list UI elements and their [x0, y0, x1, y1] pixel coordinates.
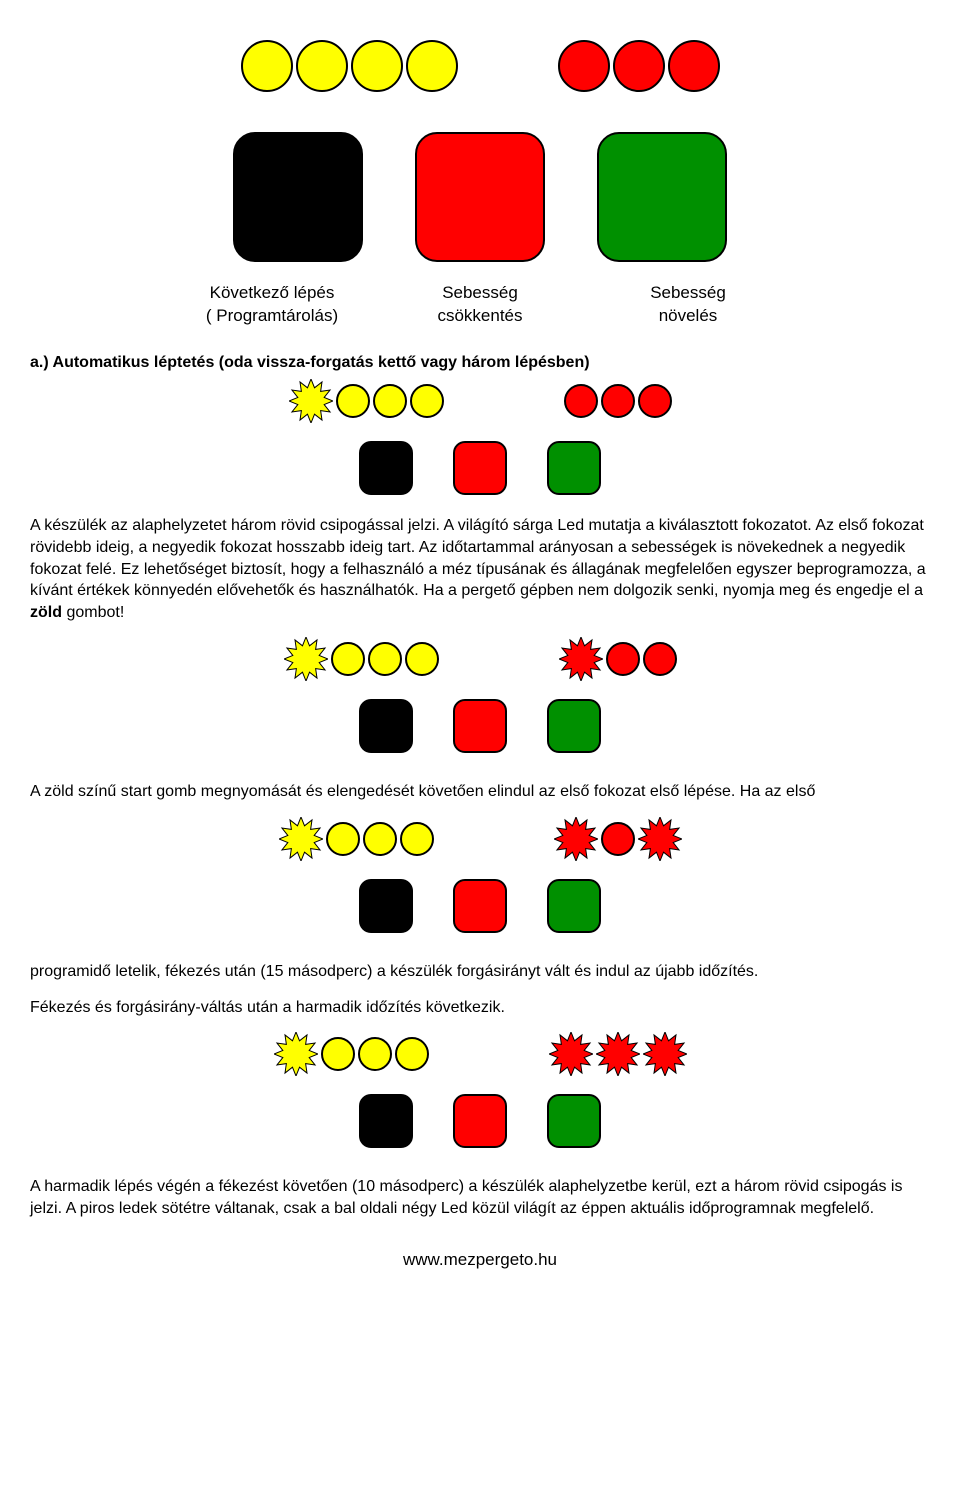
panel-a-led-left — [289, 379, 444, 423]
control-button[interactable] — [453, 699, 507, 753]
label-speed-increase: Sebesség növelés — [608, 282, 768, 328]
panel-2-button-row — [30, 699, 930, 753]
led-starburst-icon — [596, 1032, 640, 1076]
led-circle-icon — [368, 642, 402, 676]
control-button[interactable] — [547, 699, 601, 753]
led-circle-icon — [336, 384, 370, 418]
section-a-heading: a.) Automatikus léptetés (oda vissza-for… — [30, 352, 930, 374]
led-circle-icon — [558, 40, 610, 92]
led-circle-icon — [241, 40, 293, 92]
paragraph-5: A harmadik lépés végén a fékezést követő… — [30, 1176, 930, 1219]
led-circle-icon — [395, 1037, 429, 1071]
panel-4-button-row — [30, 1094, 930, 1148]
button-labels-row: Következő lépés ( Programtárolás) Sebess… — [30, 282, 930, 328]
panel-3-led-right — [554, 817, 682, 861]
control-button[interactable] — [233, 132, 363, 262]
panel-2-led-right — [559, 637, 677, 681]
panel-4-led-row — [30, 1032, 930, 1076]
control-button[interactable] — [359, 441, 413, 495]
label-text: ( Programtárolás) — [192, 305, 352, 328]
control-button[interactable] — [547, 879, 601, 933]
led-circle-icon — [326, 822, 360, 856]
led-circle-icon — [351, 40, 403, 92]
paragraph-4: Fékezés és forgásirány-váltás után a har… — [30, 997, 930, 1019]
led-circle-icon — [405, 642, 439, 676]
led-circle-icon — [601, 822, 635, 856]
control-button[interactable] — [359, 879, 413, 933]
led-starburst-icon — [549, 1032, 593, 1076]
panel-a-led-right — [564, 379, 672, 423]
led-circle-icon — [668, 40, 720, 92]
top-led-row — [30, 40, 930, 92]
label-text: növelés — [608, 305, 768, 328]
led-circle-icon — [400, 822, 434, 856]
panel-2-led-row — [30, 637, 930, 681]
control-button[interactable] — [547, 441, 601, 495]
label-speed-decrease: Sebesség csökkentés — [400, 282, 560, 328]
led-starburst-icon — [284, 637, 328, 681]
label-next-step: Következő lépés ( Programtárolás) — [192, 282, 352, 328]
panel-a-button-row — [30, 441, 930, 495]
led-circle-icon — [606, 642, 640, 676]
led-starburst-icon — [643, 1032, 687, 1076]
led-starburst-icon — [279, 817, 323, 861]
footer-url: www.mezpergeto.hu — [30, 1249, 930, 1272]
led-circle-icon — [613, 40, 665, 92]
led-circle-icon — [601, 384, 635, 418]
led-circle-icon — [321, 1037, 355, 1071]
led-circle-icon — [564, 384, 598, 418]
label-text: csökkentés — [400, 305, 560, 328]
led-circle-icon — [296, 40, 348, 92]
control-button[interactable] — [453, 1094, 507, 1148]
paragraph-2: A zöld színű start gomb megnyomását és e… — [30, 781, 930, 803]
led-circle-icon — [643, 642, 677, 676]
paragraph-1-pre: A készülék az alaphelyzetet három rövid … — [30, 517, 926, 599]
panel-a-led-row — [30, 379, 930, 423]
led-circle-icon — [373, 384, 407, 418]
led-circle-icon — [363, 822, 397, 856]
control-button[interactable] — [547, 1094, 601, 1148]
panel-4-led-right — [549, 1032, 687, 1076]
panel-3-button-row — [30, 879, 930, 933]
led-circle-icon — [406, 40, 458, 92]
control-button[interactable] — [453, 441, 507, 495]
led-starburst-icon — [554, 817, 598, 861]
paragraph-3: programidő letelik, fékezés után (15 más… — [30, 961, 930, 983]
top-led-group-right — [558, 40, 720, 92]
top-led-group-left — [241, 40, 458, 92]
paragraph-1-post: gombot! — [62, 604, 124, 621]
control-button[interactable] — [359, 1094, 413, 1148]
control-button[interactable] — [415, 132, 545, 262]
led-circle-icon — [358, 1037, 392, 1071]
panel-3-led-left — [279, 817, 434, 861]
led-circle-icon — [410, 384, 444, 418]
led-circle-icon — [638, 384, 672, 418]
label-text: Sebesség — [400, 282, 560, 305]
panel-2-led-left — [284, 637, 439, 681]
led-circle-icon — [331, 642, 365, 676]
led-starburst-icon — [289, 379, 333, 423]
led-starburst-icon — [559, 637, 603, 681]
control-button[interactable] — [359, 699, 413, 753]
label-text: Sebesség — [608, 282, 768, 305]
control-button[interactable] — [453, 879, 507, 933]
panel-4-led-left — [274, 1032, 429, 1076]
led-starburst-icon — [638, 817, 682, 861]
label-text: Következő lépés — [192, 282, 352, 305]
paragraph-1-bold: zöld — [30, 604, 62, 621]
panel-3-led-row — [30, 817, 930, 861]
led-starburst-icon — [274, 1032, 318, 1076]
control-button[interactable] — [597, 132, 727, 262]
top-button-row — [30, 132, 930, 262]
paragraph-1: A készülék az alaphelyzetet három rövid … — [30, 515, 930, 623]
